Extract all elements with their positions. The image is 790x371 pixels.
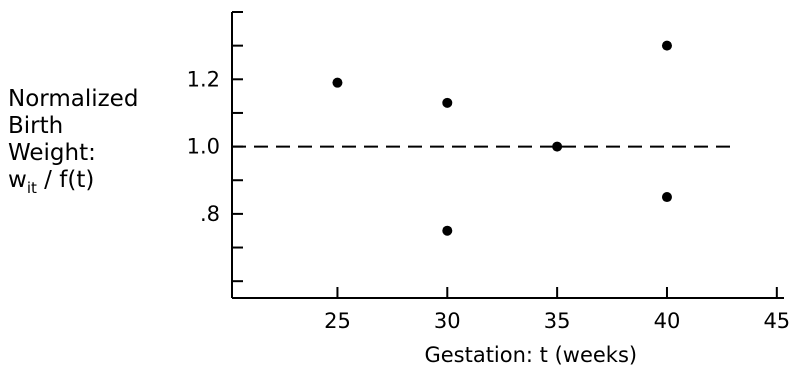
data-point-5 [661,192,672,203]
y-axis-label-line-3: Weight: [8,140,96,166]
formula-w: w [8,167,27,193]
y-axis-label-line-1: Normalized [8,86,139,112]
x-axis-label: Gestation: t (weeks) [424,343,637,367]
data-point-4 [661,40,672,51]
y-axis-label: Normalized Birth Weight: wit / f(t) [8,86,138,202]
data-point-3 [552,141,563,152]
data-point-1 [442,97,453,108]
y-tick-label-2: 1.2 [187,67,220,91]
formula-subscript: it [26,179,37,197]
y-axis-label-formula: wit / f(t) [8,167,138,202]
data-point-0 [332,77,343,88]
x-tick-label-0: 25 [324,309,351,333]
y-axis-label-line-2: Birth [8,113,64,139]
x-tick-label-2: 35 [544,309,571,333]
y-tick-label-0: .8 [200,202,220,226]
formula-rest: / f(t) [36,167,95,193]
x-tick-label-4: 45 [763,309,790,333]
x-tick-label-3: 40 [654,309,681,333]
x-tick-label-1: 30 [434,309,461,333]
data-point-2 [442,225,453,236]
y-tick-label-1: 1.0 [187,135,220,159]
